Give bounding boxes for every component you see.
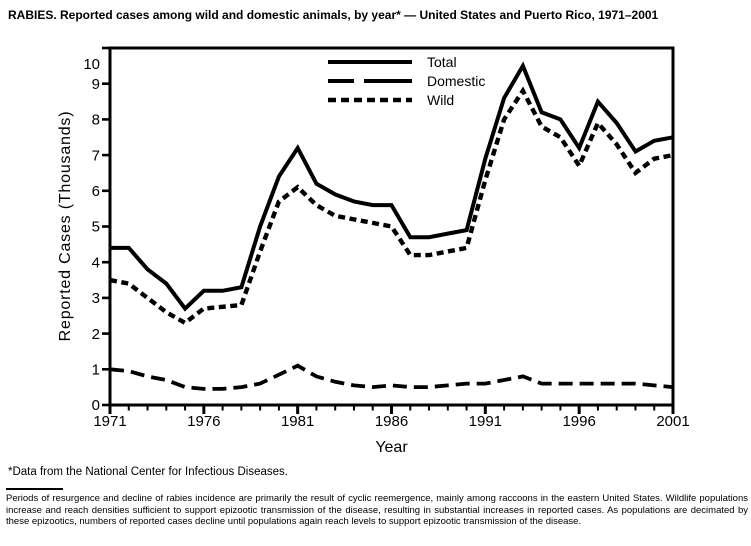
- data-source-footnote: *Data from the National Center for Infec…: [8, 466, 288, 478]
- footnote-divider-rule: [6, 488, 63, 490]
- legend-label-total: Total: [427, 54, 457, 70]
- legend: Total Domestic Wild: [326, 55, 485, 107]
- rabies-line-chart: 0 1 2 3 4 5 6 7 8 9 10 1971 1976 1981 1986 1991 1996 2001…: [57, 46, 690, 456]
- legend-label-domestic: Domestic: [427, 73, 486, 89]
- y-tick-label: 1: [92, 362, 100, 379]
- x-tick-label: 1976: [187, 413, 220, 430]
- y-tick-label: 10: [83, 56, 100, 73]
- explanatory-note: Periods of resurgence and decline of rab…: [6, 493, 748, 528]
- x-tick-label: 1996: [562, 413, 595, 430]
- series-line-total: [110, 61, 674, 312]
- y-tick-label: 5: [92, 219, 100, 236]
- legend-item-total: Total: [326, 55, 485, 69]
- y-tick-label: 6: [92, 183, 100, 200]
- x-tick-label: 1986: [375, 413, 408, 430]
- y-axis-title: Reported Cases (Thousands): [57, 111, 74, 342]
- y-tick-label: 4: [92, 254, 100, 271]
- legend-solid-line-icon: [328, 60, 412, 64]
- y-tick-label: 7: [92, 147, 100, 164]
- y-tick-label: 3: [92, 290, 100, 307]
- y-tick-label: 2: [92, 326, 100, 343]
- x-tick-label: 1981: [281, 413, 314, 430]
- x-axis-title: Year: [375, 439, 408, 456]
- y-tick-label: 0: [92, 397, 100, 414]
- x-tick-label: 2001: [656, 413, 689, 430]
- x-tick-label: 1991: [469, 413, 502, 430]
- figure-title: RABIES. Reported cases among wild and do…: [8, 8, 659, 22]
- legend-label-wild: Wild: [427, 92, 455, 108]
- legend-item-domestic: Domestic: [326, 74, 485, 88]
- series-line-domestic: [109, 363, 674, 391]
- legend-short-dash-line-icon: [328, 97, 412, 103]
- x-tick-label: 1971: [93, 413, 126, 430]
- y-tick-label: 9: [92, 76, 100, 93]
- legend-item-wild: Wild: [326, 93, 485, 107]
- legend-long-dash-line-icon: [328, 79, 412, 83]
- y-tick-label: 8: [92, 112, 100, 129]
